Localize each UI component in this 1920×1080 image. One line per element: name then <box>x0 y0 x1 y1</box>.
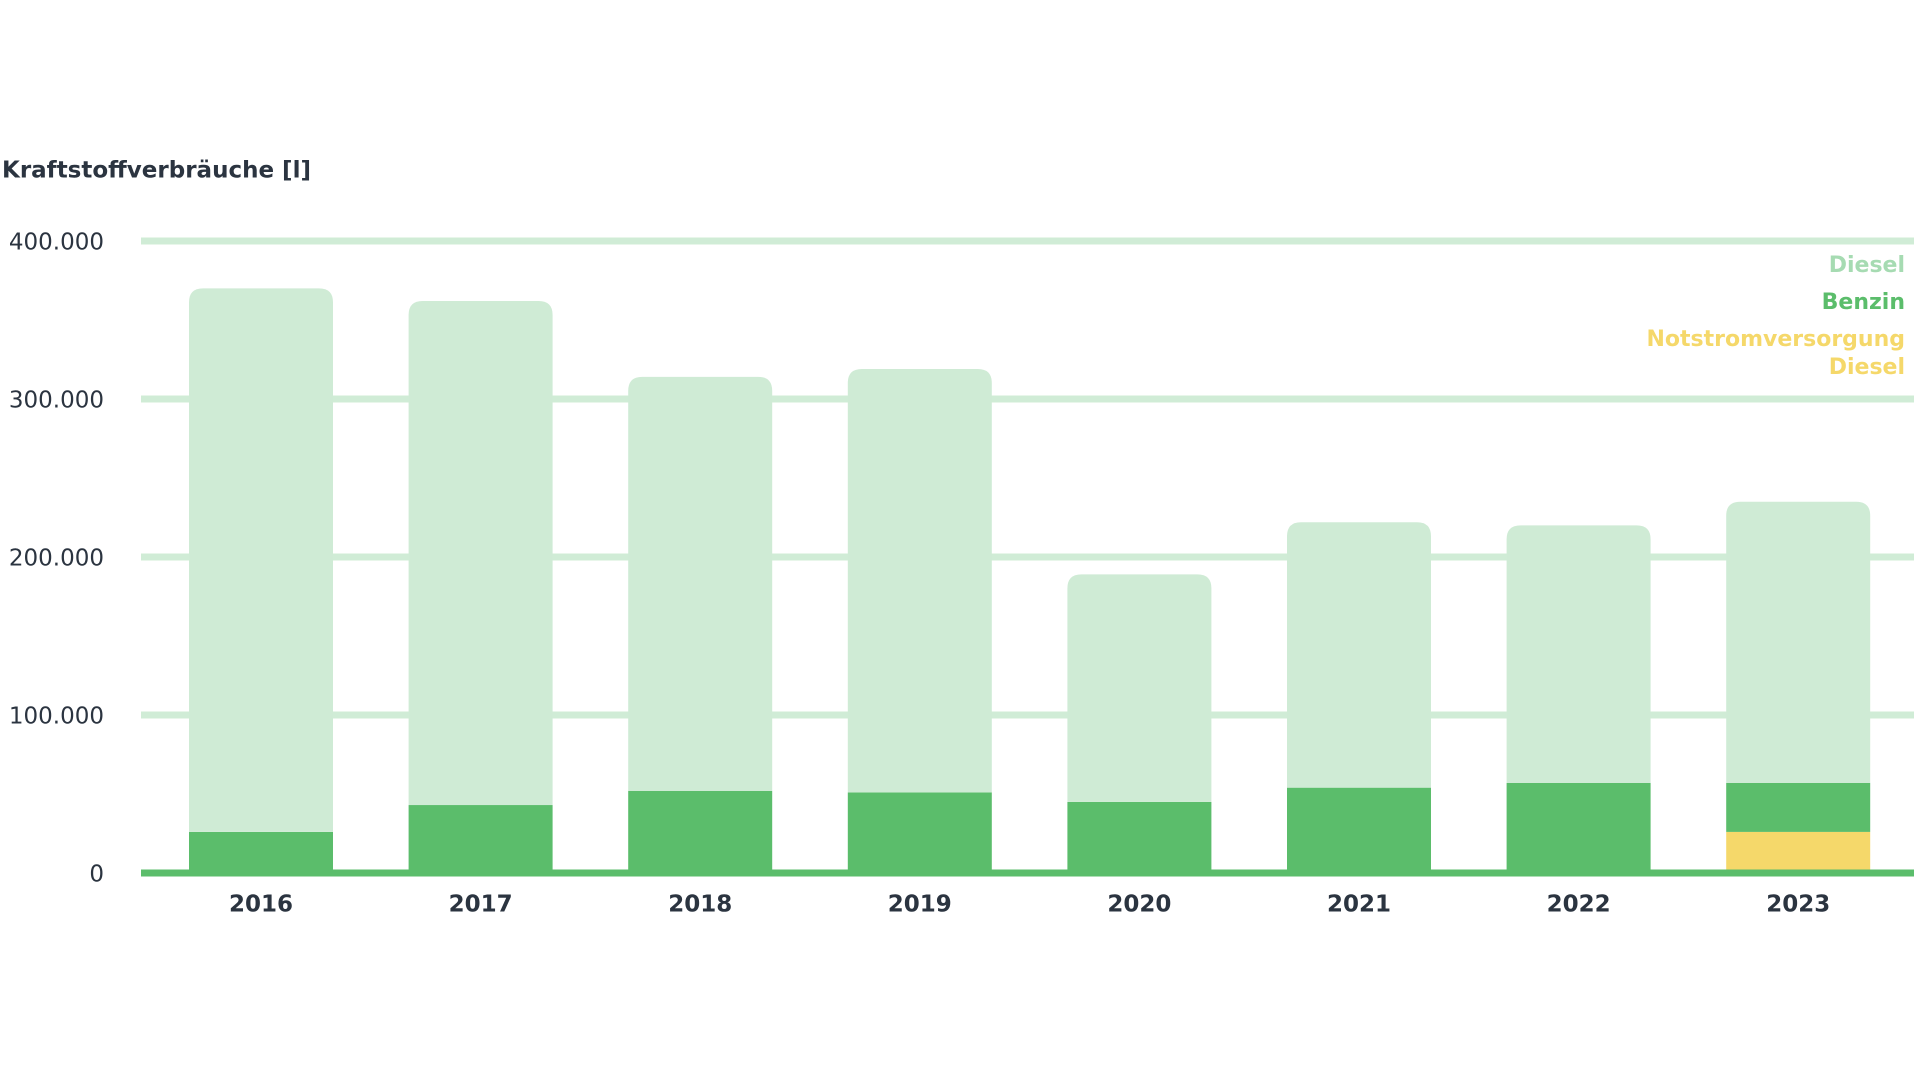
x-tick-label: 2022 <box>1547 892 1611 918</box>
x-tick-label: 2023 <box>1766 892 1830 918</box>
x-tick-label: 2020 <box>1107 892 1171 918</box>
y-tick-label: 200.000 <box>9 546 104 572</box>
bar-segment <box>1506 782 1651 873</box>
bar-segment <box>189 288 333 832</box>
legend-entry: Benzin <box>1821 290 1905 315</box>
legend-entry: Notstromversorgung Diesel <box>1646 327 1905 380</box>
bar-segment <box>1726 782 1871 832</box>
bar-segment <box>1067 801 1212 873</box>
bar-segment <box>408 805 553 873</box>
bar-segment <box>1506 525 1651 783</box>
bar-segment <box>628 790 773 873</box>
x-tick-label: 2016 <box>229 892 293 918</box>
y-tick-label: 300.000 <box>9 388 104 414</box>
bar-segment <box>408 301 553 806</box>
bar-segment <box>847 792 992 873</box>
x-tick-label: 2021 <box>1327 892 1391 918</box>
bar-segment <box>628 376 773 791</box>
legend-entry: Diesel <box>1828 253 1905 278</box>
chart-title: Kraftstoffverbräuche [l] <box>2 158 311 184</box>
bar-segment <box>1067 574 1212 802</box>
legend: Diesel Benzin Notstromversorgung Diesel <box>1605 252 1905 391</box>
bar-segment <box>1287 522 1431 788</box>
y-tick-label: 400.000 <box>9 230 104 256</box>
y-tick-label: 0 <box>89 862 104 888</box>
x-tick-label: 2019 <box>888 892 952 918</box>
x-tick-label: 2018 <box>668 892 732 918</box>
y-tick-label: 100.000 <box>9 704 104 730</box>
bar-segment <box>1726 501 1871 783</box>
x-tick-label: 2017 <box>449 892 513 918</box>
bar-segment <box>189 831 333 873</box>
bar-segment <box>1726 831 1871 873</box>
bar-segment <box>847 368 992 793</box>
bar-segment <box>1287 787 1431 873</box>
